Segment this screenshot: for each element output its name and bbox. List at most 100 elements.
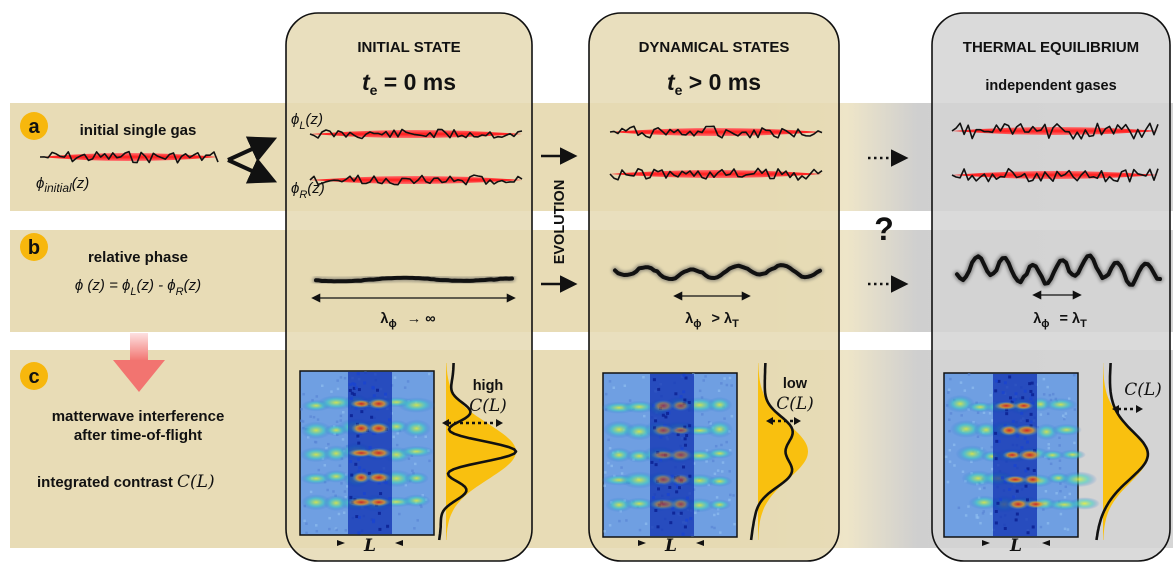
strip-speckle — [994, 510, 998, 514]
strip-speckle — [685, 434, 689, 438]
speckle — [946, 480, 950, 484]
speckle — [638, 528, 642, 532]
strip-speckle — [1003, 527, 1007, 531]
strip-speckle — [996, 501, 1000, 505]
speckle — [338, 464, 342, 467]
speckle — [603, 484, 607, 488]
strip-speckle — [349, 414, 353, 418]
fringe-hotspot — [1024, 500, 1047, 509]
phase-noise-line — [609, 167, 823, 181]
strip-speckle — [357, 458, 361, 462]
speckle — [947, 391, 950, 394]
strip-speckle — [661, 413, 665, 417]
speckle — [1046, 522, 1050, 525]
speckle — [644, 522, 648, 526]
strip-speckle — [377, 481, 381, 485]
speckle — [982, 411, 986, 414]
speckle — [948, 429, 951, 433]
speckle — [952, 443, 956, 447]
speckle — [704, 375, 707, 378]
profile-initial — [437, 362, 518, 541]
profile-line — [437, 362, 518, 541]
strip-speckle — [1031, 525, 1035, 529]
strip-speckle — [351, 382, 355, 386]
strip-speckle — [687, 401, 691, 405]
strip-speckle — [1008, 375, 1012, 379]
speckle — [315, 395, 319, 398]
split-arrow-up — [227, 136, 278, 163]
speckle — [978, 487, 982, 491]
pink-arrow-head — [113, 360, 165, 392]
strip-speckle — [685, 518, 689, 522]
header-dynamical-states: DYNAMICAL STATES — [639, 39, 790, 56]
fringe-hotspot — [671, 474, 691, 486]
speckle — [392, 435, 396, 439]
strip-speckle — [1025, 440, 1029, 444]
fringe-hotspot — [351, 422, 372, 435]
strip-speckle — [679, 511, 683, 515]
speckle — [428, 459, 431, 463]
strip-speckle — [652, 378, 656, 382]
speckle — [395, 443, 399, 447]
speckle — [967, 373, 971, 376]
speckle — [337, 512, 341, 516]
strip-speckle — [683, 398, 687, 402]
phase-line — [314, 275, 514, 284]
speckle — [428, 372, 431, 376]
strip-speckle — [387, 418, 391, 422]
speckle — [983, 486, 986, 490]
speckle — [1063, 495, 1067, 499]
speckle — [720, 443, 723, 447]
strip-speckle — [368, 445, 372, 449]
strip-speckle — [689, 517, 693, 521]
strip-speckle — [372, 520, 376, 524]
speckle — [1058, 467, 1062, 470]
speckle — [1048, 393, 1052, 397]
strip-speckle — [1001, 391, 1005, 395]
phase-line — [955, 253, 1162, 287]
contrast-marker-dynamical — [766, 417, 801, 425]
strip-speckle — [384, 481, 388, 485]
speckle — [698, 389, 702, 393]
L-marker-initial: L — [337, 536, 403, 556]
strip-speckle — [353, 382, 357, 386]
fringe-hotspot — [347, 497, 375, 507]
strip-speckle — [1014, 392, 1018, 396]
speckle — [713, 513, 716, 517]
lambda-label-thermal: λϕ = λT — [1033, 311, 1087, 330]
svg-text:c: c — [28, 366, 39, 388]
speckle — [976, 435, 980, 438]
speckle — [948, 448, 952, 452]
label-high: high — [473, 378, 504, 394]
profile-line — [1095, 362, 1150, 541]
strip-speckle — [681, 532, 685, 536]
speckle — [1063, 417, 1066, 421]
speckle — [305, 522, 308, 525]
speckle — [618, 519, 621, 523]
speckle — [390, 384, 394, 387]
speckle — [949, 412, 953, 415]
speckle — [321, 384, 324, 388]
strip-speckle — [357, 469, 361, 473]
speckle — [309, 490, 313, 494]
speckle — [300, 407, 303, 411]
strip-speckle — [1011, 419, 1015, 423]
strip-speckle — [675, 490, 679, 494]
speckle — [949, 377, 952, 381]
speckle — [948, 460, 952, 463]
speckle — [398, 512, 401, 516]
speckle — [396, 431, 399, 435]
strip-speckle — [654, 463, 658, 467]
strip-speckle — [680, 447, 684, 451]
phase-noise-line — [309, 128, 523, 140]
speckle — [713, 472, 717, 476]
strip-speckle — [388, 497, 392, 501]
strip-speckle — [683, 525, 687, 529]
speckle — [315, 529, 319, 533]
strip-speckle — [688, 424, 692, 428]
strip-speckle — [688, 474, 692, 478]
fringe-blob — [402, 494, 431, 507]
speckle — [623, 384, 627, 387]
fringe-hotspot — [651, 450, 676, 460]
strip-speckle — [650, 460, 654, 464]
